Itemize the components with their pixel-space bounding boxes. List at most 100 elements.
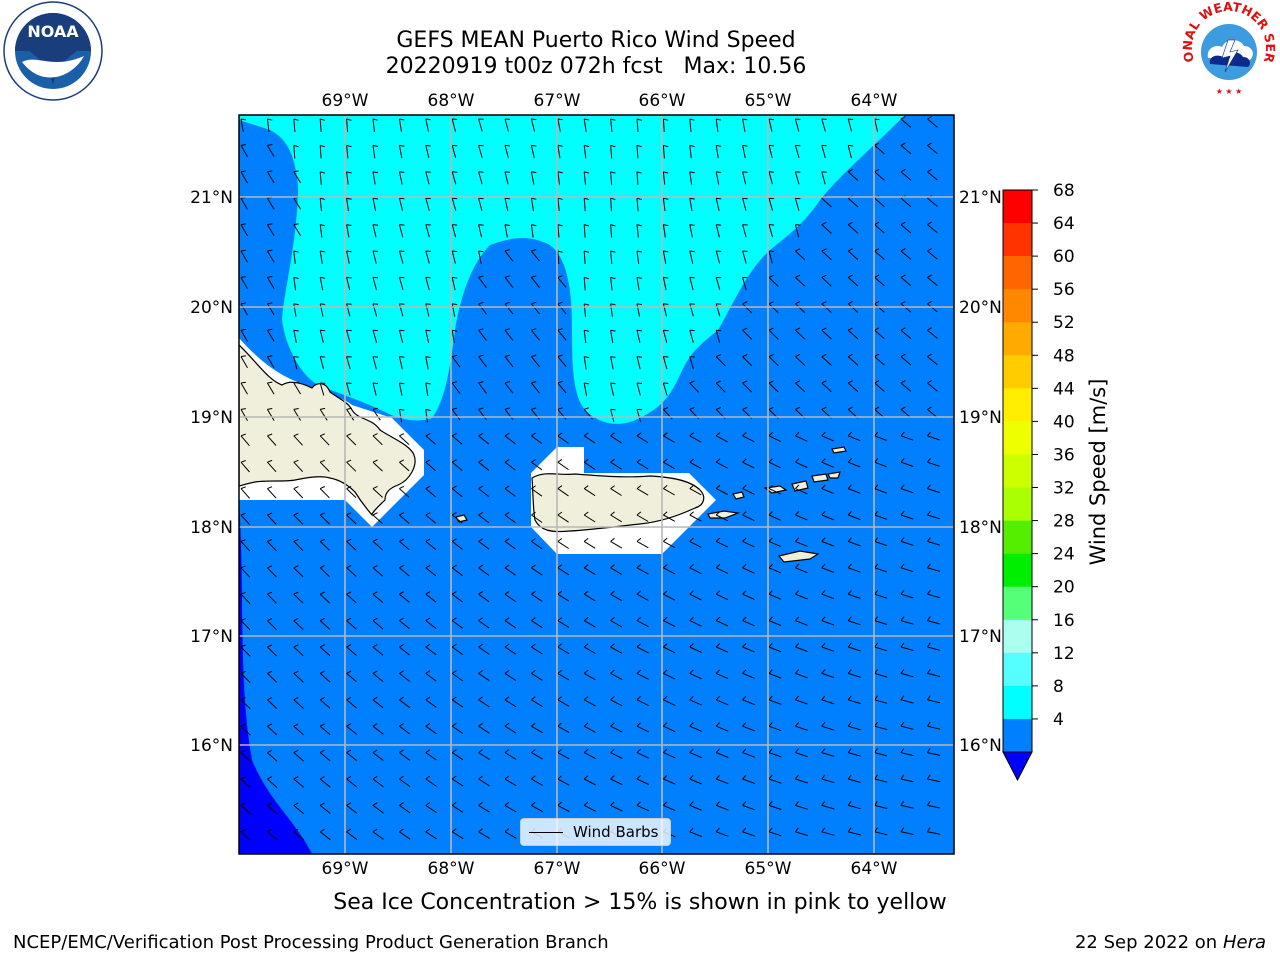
wind-barb [821,537,835,547]
wind-barb [768,827,782,837]
wind-barb [478,749,490,761]
wind-barb [715,616,729,627]
wind-barb [768,250,775,264]
wind-barb [425,564,437,577]
wind-barb [240,670,251,683]
wind-barb [689,537,702,548]
colorbar-tick-label: 16 [1053,611,1075,631]
wind-barb [636,303,642,317]
lat-label: 18°N [190,518,233,538]
wind-barb [398,408,405,423]
wind-barb [927,380,938,392]
wind-barb [346,171,352,185]
culebra-island [732,491,745,500]
wind-barb [293,723,304,736]
wind-barb [636,329,643,344]
wind-barb [821,484,834,495]
wind-barb [900,458,914,467]
wind-barb [531,354,540,368]
wind-barb [715,590,729,601]
wind-barb [557,432,569,444]
wind-barb [451,329,458,344]
wind-barb [900,616,914,625]
wind-barb [636,432,649,444]
wind-barb [372,459,383,472]
wind-band-below-4 [239,498,312,854]
wind-barb [874,142,885,155]
wind-barb [926,721,941,730]
wind-barb [768,642,782,653]
wind-barb [346,828,358,840]
wind-barb [610,382,616,396]
wind-barb [689,380,700,393]
wind-barb [372,670,384,682]
wind-barb [636,511,649,522]
wind-barb [662,144,669,159]
lat-label: 21°N [190,188,233,208]
colorbar-tick-label: 32 [1053,479,1075,499]
wind-barb [557,511,569,523]
wind-barb [900,748,914,757]
wind-barb [346,538,357,551]
wind-barb [372,407,381,421]
wind-barb [583,775,596,786]
wind-barb [715,144,722,159]
wind-barb [768,171,775,185]
wind-barb [768,722,782,732]
wind-barb [425,722,437,735]
wind-barb [636,144,642,159]
lon-label: 68°W [428,859,475,879]
wind-barb [240,539,251,552]
wind-barb [240,618,251,631]
wind-barb [293,144,299,159]
map-frame [238,114,955,855]
wind-barb [372,644,384,656]
wind-barb [636,696,649,707]
wind-barb [398,250,405,264]
wind-barb [451,303,458,317]
noaa-logo: NOAA [3,1,103,101]
wind-barb [768,563,782,574]
wind-barb [293,170,302,184]
wind-barb [663,432,675,443]
wind-barb [530,144,537,159]
wind-barb [636,276,643,291]
wind-barb [319,828,331,841]
wind-barb [610,224,616,238]
wind-barb [557,275,567,288]
noaa-logo-text: NOAA [27,22,79,41]
wind-barb [768,801,782,810]
wind-barb [821,274,832,287]
wind-barb-legend-line [529,832,563,833]
wind-barb [768,301,779,314]
wind-barb [583,250,590,265]
wind-barb [847,118,854,132]
wind-barb [451,485,463,498]
wind-barb [478,381,487,394]
chart-subtitle: 20220919 t00z 072h fcst Max: 10.56 [385,54,807,79]
wind-barb [240,355,248,369]
wind-barb [847,774,861,783]
wind-barb [319,433,330,446]
colorbar-segment [1003,718,1032,753]
wind-barb [425,749,437,761]
wind-barb [742,537,755,548]
wind-barb [847,669,861,678]
wind-barb [768,144,775,159]
footer-branch: NCEP/EMC/Verification Post Processing Pr… [13,932,609,953]
wind-barb [425,144,431,159]
wind-barb [821,458,834,468]
wind-barb [293,512,304,525]
wind-barb [847,721,861,731]
wind-barb [900,221,912,234]
wind-barb [583,276,590,291]
wind-barb [372,696,384,709]
wind-barb [451,802,464,813]
anegada-island [831,446,847,454]
wind-barb [530,224,537,238]
wind-barb [900,484,914,494]
wind-barb [240,144,248,157]
wind-barb [874,801,888,809]
wind-barb [610,643,623,654]
wind-barb [319,749,331,762]
